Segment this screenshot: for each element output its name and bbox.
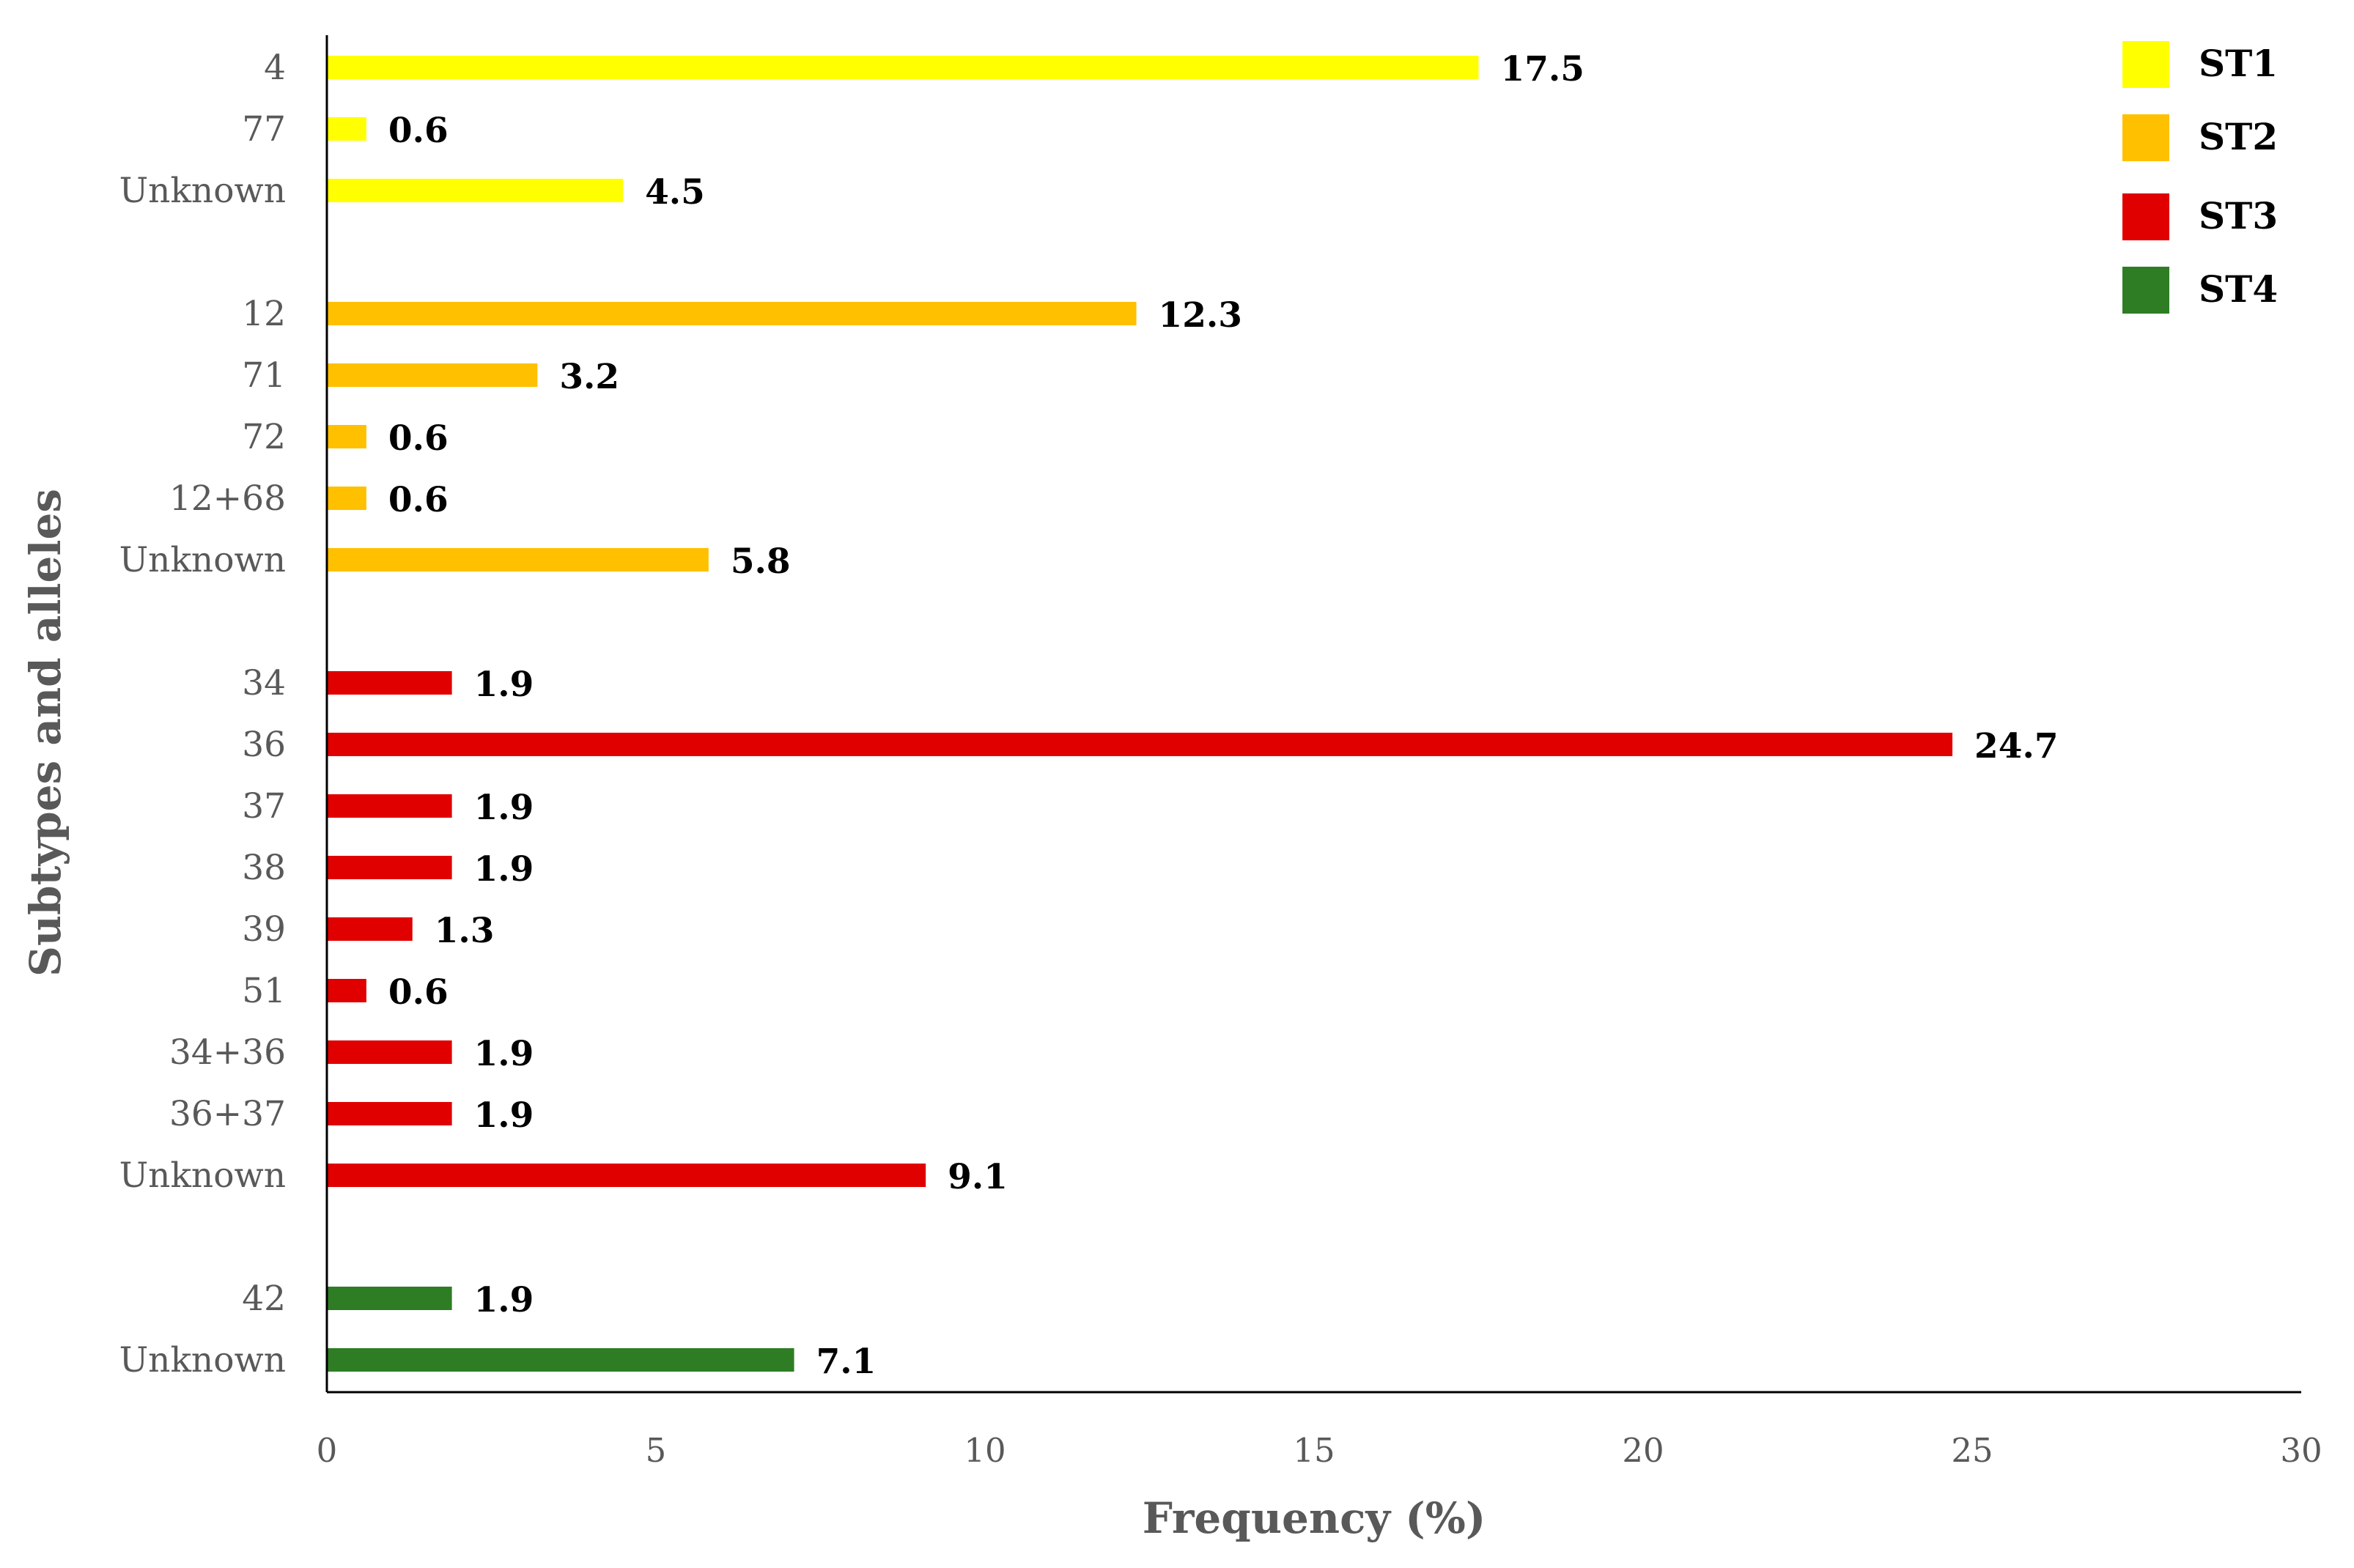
category-label-st3-51: 51 <box>242 971 286 1011</box>
value-label-st4-42: 1.9 <box>474 1280 534 1320</box>
category-label-st3-36: 36 <box>242 725 286 765</box>
x-tick-label-10: 10 <box>964 1431 1006 1470</box>
category-label-st1-unknown: Unknown <box>119 171 286 211</box>
x-tick-label-25: 25 <box>1951 1431 1993 1470</box>
x-tick-label-15: 15 <box>1293 1431 1335 1470</box>
legend-label-st1: ST1 <box>2199 42 2278 85</box>
bar-st3-37 <box>327 794 452 818</box>
bar-st3-unknown <box>327 1164 926 1187</box>
category-label-st2-12-68: 12+68 <box>169 478 286 519</box>
category-labels: 4 77 Unknown 12 71 72 12+68 Unknown 34 36 37 38 39 51… <box>119 48 286 1380</box>
legend-label-st4: ST4 <box>2199 267 2278 311</box>
bar-st2-71 <box>327 363 538 387</box>
value-label-st1-77: 0.6 <box>388 111 449 151</box>
value-label-st2-12: 12.3 <box>1159 295 1242 336</box>
category-label-st4-42: 42 <box>242 1279 286 1319</box>
category-label-st3-36-37: 36+37 <box>169 1094 286 1134</box>
bar-st3-36-37 <box>327 1102 452 1125</box>
category-label-st3-37: 37 <box>242 786 286 826</box>
category-label-st3-34-36: 34+36 <box>169 1032 286 1073</box>
legend-swatch-st3 <box>2122 193 2169 240</box>
bar-st3-38 <box>327 856 452 879</box>
category-label-st2-72: 72 <box>242 417 286 457</box>
x-tick-label-5: 5 <box>646 1431 667 1470</box>
category-label-st3-38: 38 <box>242 848 286 888</box>
category-label-st2-12: 12 <box>242 294 286 334</box>
value-label-st4-unknown: 7.1 <box>816 1342 877 1382</box>
category-label-st1-77: 77 <box>242 109 286 149</box>
bars-layer <box>327 56 1953 1372</box>
value-label-st3-36: 24.7 <box>1974 726 2058 766</box>
legend: ST1 ST2 ST3 ST4 <box>2122 41 2278 314</box>
bar-st3-34-36 <box>327 1040 452 1064</box>
value-label-st3-36-37: 1.9 <box>474 1095 534 1136</box>
bar-st2-12 <box>327 302 1137 325</box>
legend-swatch-st4 <box>2122 267 2169 314</box>
value-label-st3-38: 1.9 <box>474 849 534 890</box>
value-label-st3-34-36: 1.9 <box>474 1034 534 1074</box>
x-tick-labels: 0 5 10 15 20 25 30 <box>317 1431 2322 1470</box>
category-label-st2-unknown: Unknown <box>119 540 286 580</box>
value-label-st1-unknown: 4.5 <box>645 172 705 212</box>
legend-swatch-st2 <box>2122 114 2169 161</box>
bar-st3-51 <box>327 979 366 1002</box>
value-label-st3-34: 1.9 <box>474 665 534 705</box>
category-label-st3-39: 39 <box>242 909 286 950</box>
bar-st4-unknown <box>327 1348 794 1372</box>
bar-st2-72 <box>327 425 366 448</box>
bar-st2-unknown <box>327 548 709 572</box>
bar-st3-34 <box>327 671 452 695</box>
bar-st1-unknown <box>327 179 624 202</box>
value-label-st3-51: 0.6 <box>388 972 449 1013</box>
category-label-st3-unknown: Unknown <box>119 1155 286 1196</box>
value-label-st2-71: 3.2 <box>559 357 619 397</box>
bar-st1-4 <box>327 56 1479 79</box>
x-tick-label-30: 30 <box>2280 1431 2322 1470</box>
category-label-st3-34: 34 <box>242 663 286 703</box>
bar-st1-77 <box>327 117 366 141</box>
legend-label-st3: ST3 <box>2199 194 2278 237</box>
value-label-st2-unknown: 5.8 <box>731 541 791 582</box>
category-label-st2-71: 71 <box>242 355 286 396</box>
value-labels: 17.5 0.6 4.5 12.3 3.2 0.6 0.6 5.8 1.9 24.7 1.9 1.9 1… <box>388 49 2059 1382</box>
x-tick-label-20: 20 <box>1622 1431 1664 1470</box>
category-label-st1-4: 4 <box>264 48 286 88</box>
x-axis-title: Frequency (%) <box>1143 1493 1486 1543</box>
bar-st2-12-68 <box>327 487 366 510</box>
value-label-st3-unknown: 9.1 <box>948 1157 1008 1197</box>
legend-label-st2: ST2 <box>2199 115 2278 158</box>
y-axis-title: Subtypes and alleles <box>21 489 70 977</box>
value-label-st2-72: 0.6 <box>388 418 449 459</box>
bar-st3-36 <box>327 733 1953 756</box>
category-label-st4-unknown: Unknown <box>119 1340 286 1380</box>
x-tick-label-0: 0 <box>317 1431 338 1470</box>
legend-swatch-st1 <box>2122 41 2169 88</box>
value-label-st3-37: 1.9 <box>474 788 534 828</box>
value-label-st1-4: 17.5 <box>1501 49 1584 89</box>
bar-st4-42 <box>327 1287 452 1310</box>
bar-st3-39 <box>327 917 413 941</box>
value-label-st3-39: 1.3 <box>435 911 495 951</box>
value-label-st2-12-68: 0.6 <box>388 480 449 520</box>
